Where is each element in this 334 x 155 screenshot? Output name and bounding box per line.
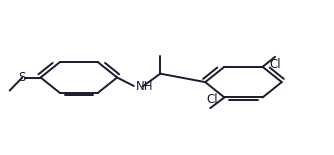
Text: NH: NH bbox=[136, 80, 154, 93]
Text: S: S bbox=[19, 71, 26, 84]
Text: Cl: Cl bbox=[269, 58, 281, 71]
Text: Cl: Cl bbox=[206, 93, 218, 106]
